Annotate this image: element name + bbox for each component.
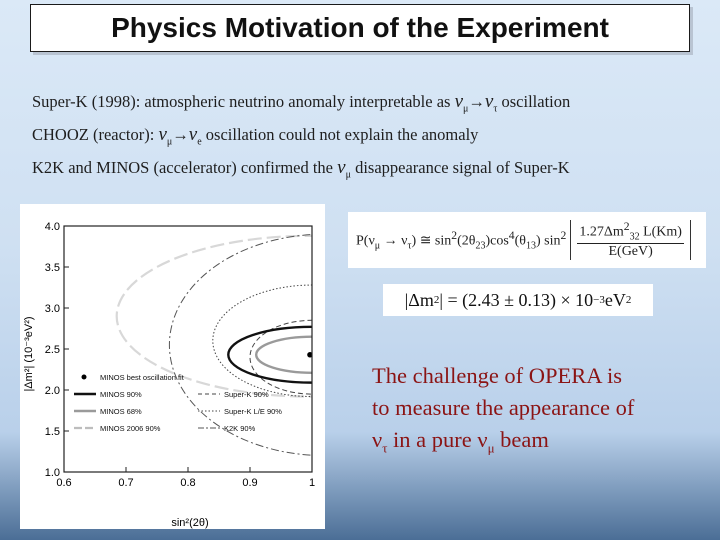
probability-formula: P(νμ → ντ) ≅ sin2(2θ23)cos4(θ13) sin2 1.… [348,212,706,268]
contour-minos-2006-90- [115,234,312,398]
x-tick-label: 1 [309,477,315,489]
bullet-k2k-minos: K2K and MINOS (accelerator) confirmed th… [32,157,570,181]
slide-title: Physics Motivation of the Experiment [111,12,609,43]
bullet-super-k: Super-K (1998): atmospheric neutrino ano… [32,91,571,115]
y-tick-label: 2.0 [45,385,60,397]
y-tick-label: 2.5 [45,344,60,356]
y-tick-label: 1.5 [45,426,60,438]
contour-group [115,234,312,456]
y-tick-label: 1.0 [45,467,60,479]
contour-k2k-90- [168,234,312,456]
tick-group: 0.6 0.7 0.8 0.9 1 1.0 1.5 2.0 2.5 3.0 3.5 4.0 [45,221,315,489]
contour-plot-svg: 0.6 0.7 0.8 0.9 1 1.0 1.5 2.0 2.5 3.0 3.5 4.0 MINOS… [23,221,315,529]
y-tick-label: 4.0 [45,221,60,233]
x-tick-label: 0.9 [242,477,257,489]
plot-legend: MINOS best oscillation fit MINOS 90% MINOS… [74,373,282,433]
legend-swatch [81,374,87,380]
x-tick-label: 0.7 [118,477,133,489]
x-axis-label: sin²(2θ) [171,517,208,529]
contour-minos-68- [255,335,312,374]
contour-minos-90- [227,325,312,384]
legend-label: K2K 90% [224,424,256,433]
delta-m-squared-result: |Δm 2 | = (2.43 ± 0.13) × 10 −3 eV 2 [383,284,653,316]
legend-label: Super-K L/E 90% [224,407,282,416]
y-axis-label: |Δm²| (10⁻³eV²) [23,316,35,391]
bullet-chooz: CHOOZ (reactor): νμ→νe oscillation could… [32,124,479,148]
legend-label: MINOS 68% [100,407,142,416]
opera-challenge-text: The challenge of OPERA is to measure the… [372,363,635,456]
formula-fraction: 1.27Δm232 L(Km) E(GeV) [570,220,691,260]
plot-axes-frame [63,225,313,473]
oscillation-contour-plot: 0.6 0.7 0.8 0.9 1 1.0 1.5 2.0 2.5 3.0 3.5 4.0 MINOS… [20,204,325,529]
title-box: Physics Motivation of the Experiment [30,4,690,52]
legend-label: Super-K 90% [224,390,269,399]
y-tick-label: 3.0 [45,303,60,315]
x-tick-label: 0.6 [56,477,71,489]
x-tick-label: 0.8 [180,477,195,489]
legend-label: MINOS 2006 90% [100,424,161,433]
legend-label: MINOS 90% [100,390,142,399]
y-tick-label: 3.5 [45,262,60,274]
legend-label: MINOS best oscillation fit [100,373,185,382]
best-fit-point [307,351,312,358]
